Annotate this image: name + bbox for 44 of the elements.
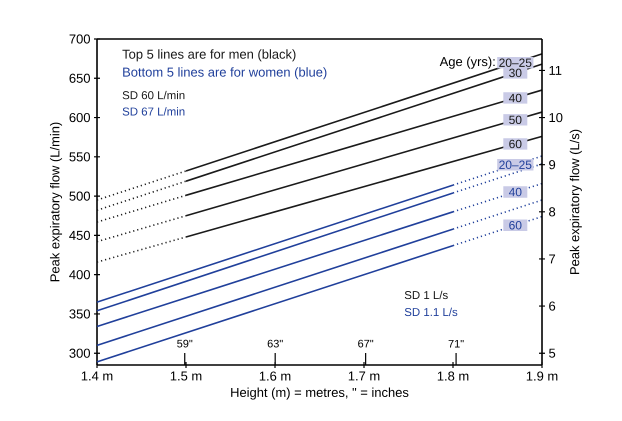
x-tick-label: 1.5 m xyxy=(170,372,202,381)
y-tick-label: 400 xyxy=(69,270,90,280)
y-tick-label: 450 xyxy=(69,230,90,240)
annotation: SD 67 L/min xyxy=(122,107,184,116)
y-tick-label: 500 xyxy=(69,192,90,201)
x-tick-label: 1.4 m xyxy=(82,372,112,380)
legend-title: Age (yrs): xyxy=(440,56,495,69)
y2-tick-label: 8 xyxy=(549,207,556,216)
series-label: 30 xyxy=(509,68,522,78)
x-tick-label: 1.9 m xyxy=(526,372,558,381)
y-tick-label: 550 xyxy=(69,152,90,162)
series-label: 40 xyxy=(508,94,522,102)
y-tick-label: 700 xyxy=(70,34,90,44)
x2-tick-label: 59" xyxy=(177,340,192,348)
annotation: SD 1.1 L/s xyxy=(404,308,458,316)
y2-tick-label: 6 xyxy=(549,301,556,311)
annotation: Top 5 lines are for men (black) xyxy=(122,49,296,62)
annotation: SD 60 L/min xyxy=(122,90,184,100)
y-tick-label: 350 xyxy=(69,309,90,319)
x-tick-label: 1.8 m xyxy=(438,372,468,381)
y-axis-title: Peak expiratory flow (L/min) xyxy=(50,122,62,282)
y-tick-label: 600 xyxy=(70,112,90,122)
y2-axis-title: Peak expiratory flow (L/s) xyxy=(570,130,582,274)
y2-tick-label: 10 xyxy=(550,112,562,122)
x2-tick-label: 67" xyxy=(358,340,374,348)
y2-tick-label: 11 xyxy=(550,66,562,75)
y2-tick-label: 5 xyxy=(549,348,556,358)
x-axis-title: Height (m) = metres, " = inches xyxy=(231,388,408,400)
series-label: 40 xyxy=(508,188,522,196)
series-label: 50 xyxy=(509,116,522,124)
series-label: 60 xyxy=(509,221,522,230)
annotation: SD 1 L/s xyxy=(404,290,448,300)
y2-tick-label: 9 xyxy=(549,160,556,170)
series-label: 60 xyxy=(509,140,522,148)
x2-tick-label: 63" xyxy=(268,340,283,348)
y-tick-label: 300 xyxy=(69,348,90,358)
x-tick-label: 1.6 m xyxy=(260,372,290,381)
series-label: 20–25 xyxy=(499,58,532,67)
series-label: 20–25 xyxy=(499,160,532,169)
x-tick-label: 1.7 m xyxy=(348,372,380,380)
y-tick-label: 650 xyxy=(70,74,90,83)
annotation: Bottom 5 lines are for women (blue) xyxy=(123,67,326,80)
x2-tick-label: 71" xyxy=(448,340,464,348)
y2-tick-label: 7 xyxy=(549,254,556,264)
